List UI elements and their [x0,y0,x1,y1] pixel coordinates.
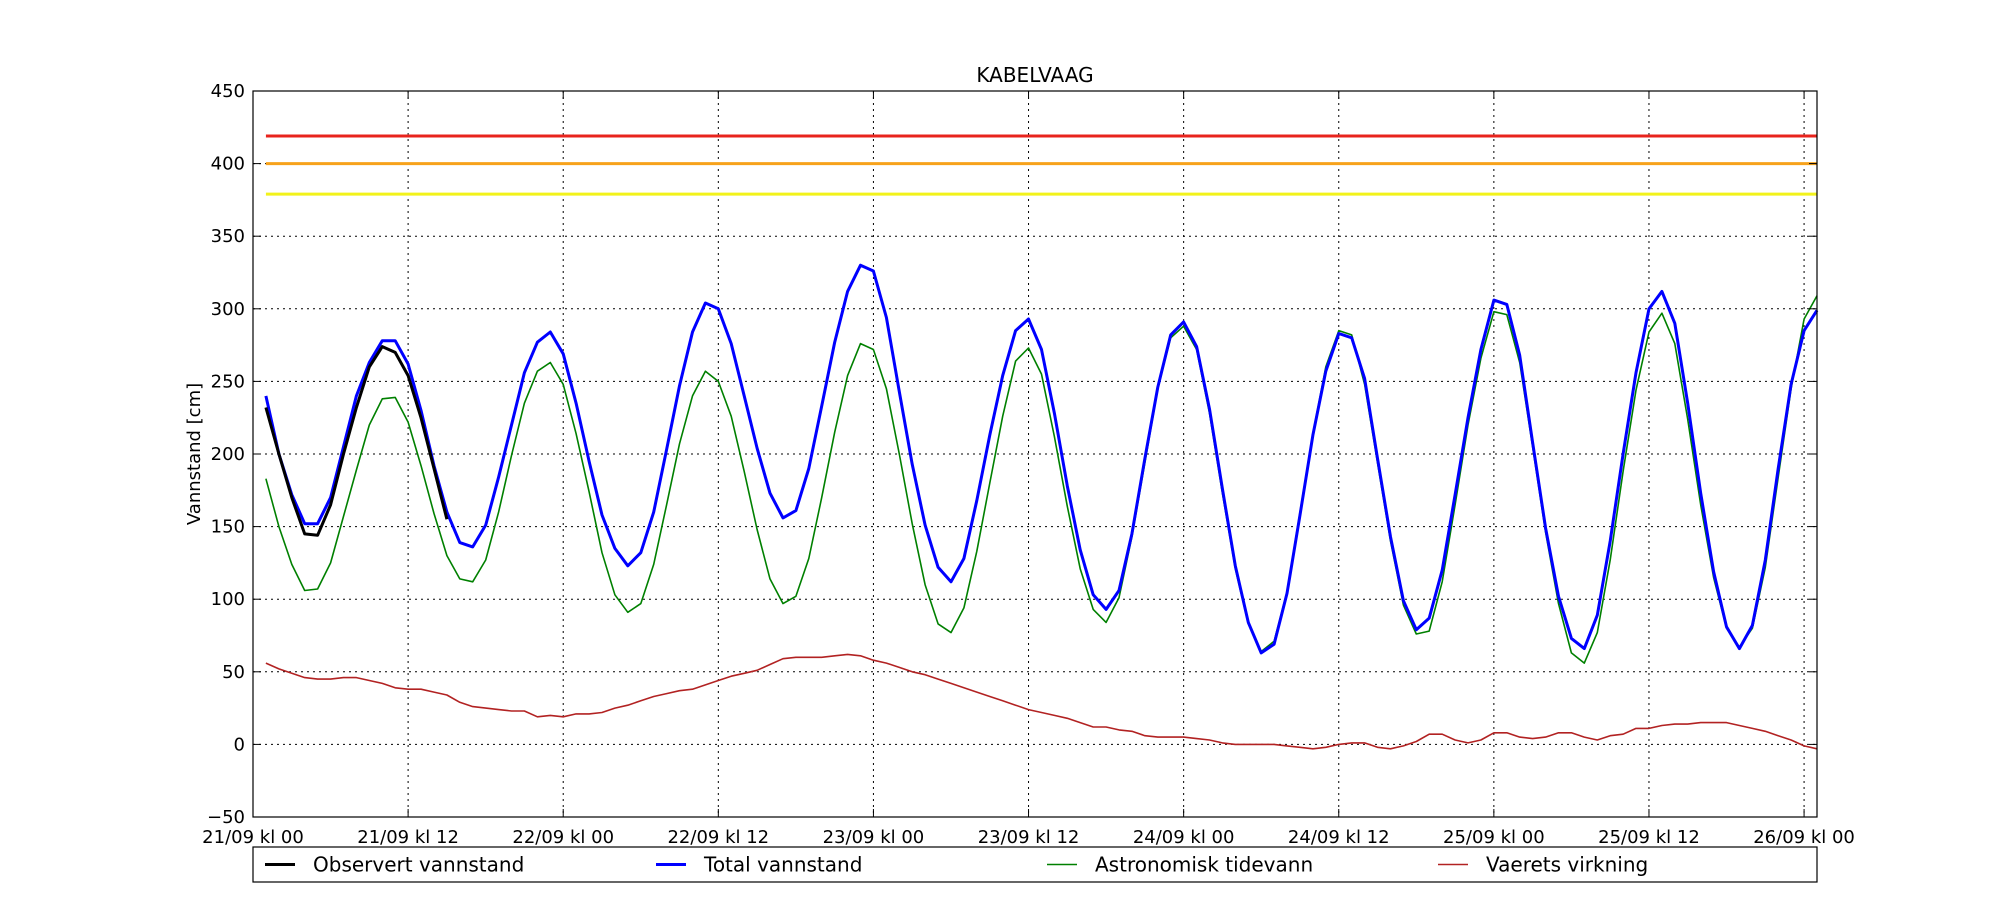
series-line-astronomisk-tidevann [265,295,1818,664]
legend: Observert vannstand Total vannstand Astron… [252,846,1818,883]
y-tick-label: 100 [211,589,245,610]
legend-frame [252,846,1818,883]
y-tick-label: 450 [211,81,245,102]
series-line-total-vannstand [264,263,1819,655]
y-tick-label: 200 [211,444,245,465]
x-tick-label: 22/09 kl 00 [512,827,614,848]
y-tick-label: 350 [211,226,245,247]
y-tick-label: 300 [211,299,245,320]
y-tick-label: 0 [234,734,245,755]
series-line-vaerets-virkning [265,653,1818,750]
y-tick-label: −50 [207,807,245,828]
x-tick-label: 23/09 kl 12 [978,827,1080,848]
series-line-observert-vannstand [264,345,449,537]
legend-label: Astronomisk tidevann [1095,853,1313,877]
x-tick-label: 22/09 kl 12 [667,827,769,848]
legend-label: Vaerets virkning [1486,853,1648,877]
threshold-lines [265,134,1817,196]
x-tick-label: 24/09 kl 12 [1288,827,1390,848]
x-tick-label: 23/09 kl 00 [823,827,925,848]
grid [253,91,1817,817]
y-tick-label: 400 [211,154,245,175]
chart-title: KABELVAAG [976,63,1093,87]
legend-label: Observert vannstand [313,853,524,877]
x-tick-label: 25/09 kl 12 [1598,827,1700,848]
series-lines [264,263,1819,750]
x-tick-label: 26/09 kl 00 [1753,827,1855,848]
y-axis-label: Vannstand [cm] [184,383,205,525]
x-tick-label: 25/09 kl 00 [1443,827,1545,848]
y-tick-label: 150 [211,517,245,538]
y-tick-label: 50 [222,662,245,683]
x-tick-label: 24/09 kl 00 [1133,827,1235,848]
y-tick-label: 250 [211,371,245,392]
x-tick-label: 21/09 kl 12 [357,827,459,848]
legend-label: Total vannstand [703,853,862,877]
x-tick-label: 21/09 kl 00 [202,827,304,848]
axis-ticks: −50 0 50 100 150 200 250 300 350 400 450 21/09 kl 0… [202,81,1855,848]
